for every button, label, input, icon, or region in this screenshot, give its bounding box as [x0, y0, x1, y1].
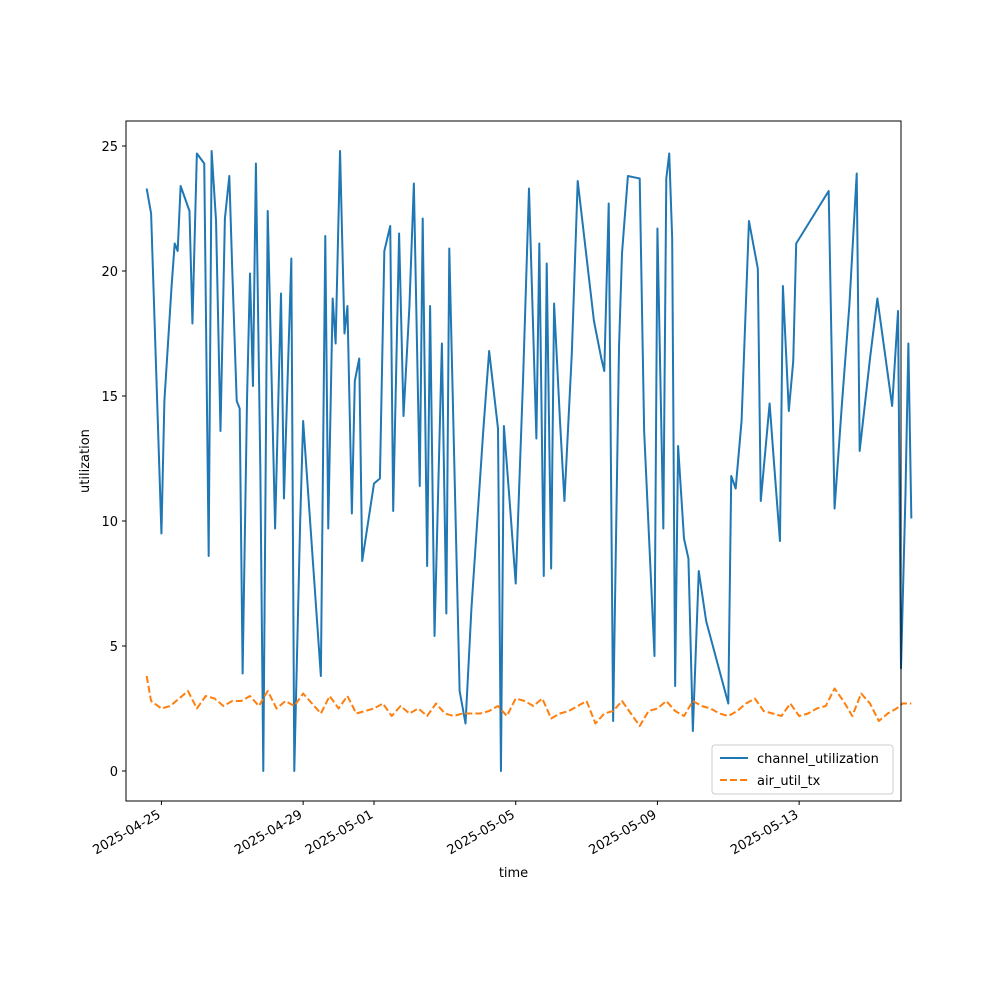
- legend: channel_utilization air_util_tx: [711, 744, 894, 795]
- x-tick-label: 2025-05-01: [303, 807, 376, 858]
- y-tick-label: 0: [110, 765, 118, 780]
- legend-label: air_util_tx: [757, 774, 821, 789]
- series-line-channel-utilization: [145, 150, 913, 772]
- y-axis: 0 5 10 15 20 25: [101, 140, 126, 780]
- x-tick-label: 2025-05-13: [728, 807, 801, 858]
- series-line-air-util-tx: [145, 675, 912, 727]
- plot-frame: [125, 120, 902, 802]
- plot-lines: [145, 150, 913, 772]
- legend-label: channel_utilization: [757, 752, 879, 767]
- x-tick-label: 2025-04-25: [90, 807, 163, 858]
- y-tick-label: 15: [101, 390, 118, 405]
- y-tick-label: 25: [101, 140, 118, 155]
- x-tick-label: 2025-05-05: [445, 807, 518, 858]
- x-tick-label: 2025-05-09: [586, 807, 659, 858]
- y-tick-label: 5: [110, 640, 118, 655]
- y-axis-label: utilization: [78, 429, 93, 493]
- x-tick-label: 2025-04-29: [232, 807, 305, 858]
- legend-box: [711, 744, 894, 795]
- x-axis-label: time: [499, 866, 528, 881]
- y-tick-label: 10: [101, 515, 118, 530]
- y-tick-label: 20: [101, 265, 118, 280]
